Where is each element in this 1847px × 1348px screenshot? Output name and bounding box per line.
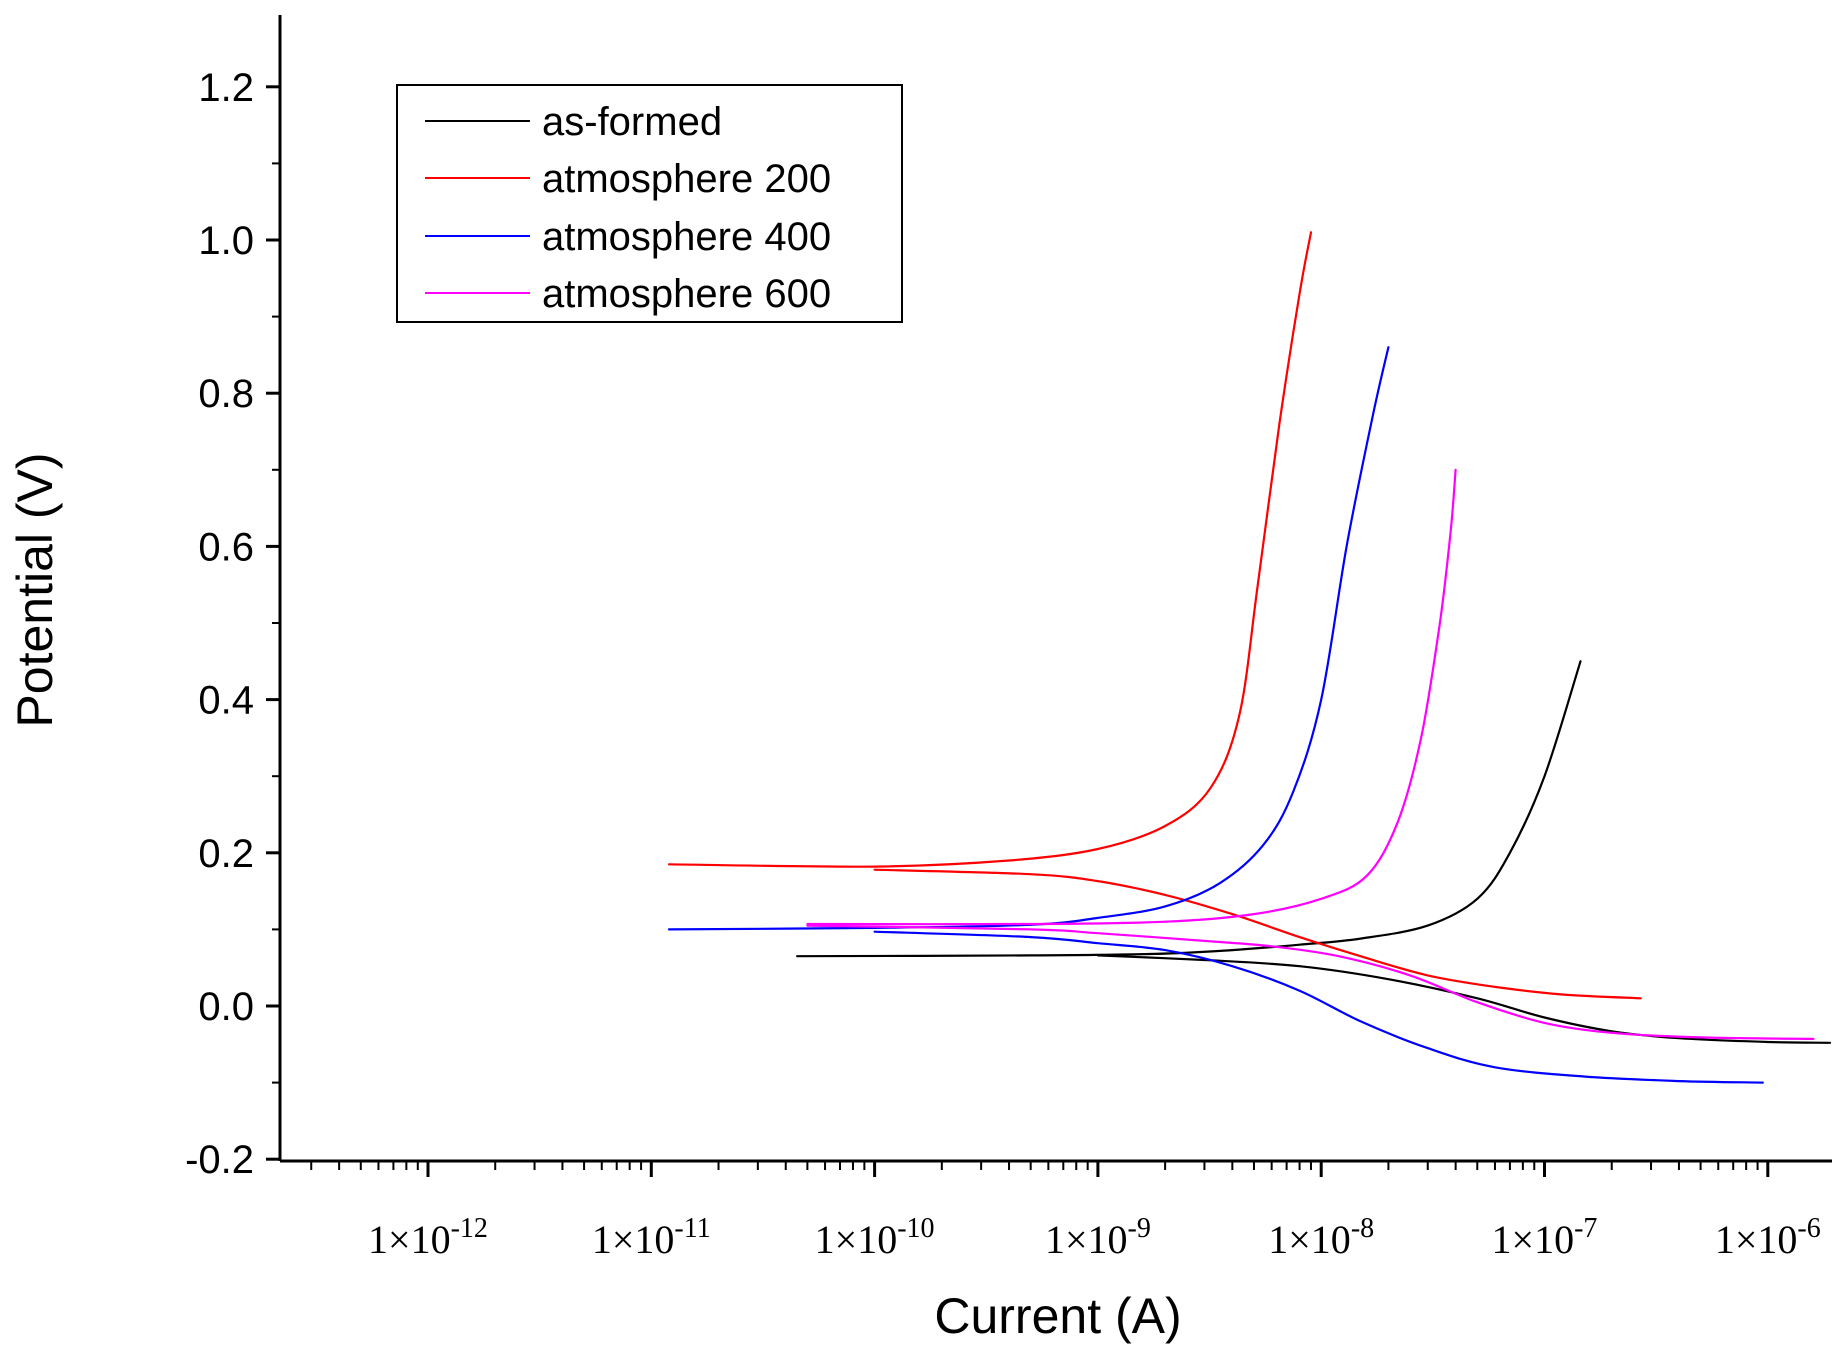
series-line-atmosphere-600-anodic (806, 468, 1457, 926)
y-tick-label: 1.0 (198, 219, 254, 263)
y-tick-label: -0.2 (185, 1138, 254, 1182)
x-tick-label: 1×10-11 (592, 1213, 711, 1262)
y-axis-title: Potential (V) (7, 452, 63, 727)
legend-label-atmosphere-200: atmosphere 200 (542, 157, 831, 201)
y-tick-label: 0.4 (198, 679, 254, 723)
legend-label-atmosphere-600: atmosphere 600 (542, 272, 831, 316)
legend-box (396, 84, 903, 323)
x-tick-label: 1×10-7 (1492, 1213, 1598, 1262)
y-tick-label: 1.2 (198, 66, 254, 110)
y-tick-label: 0.2 (198, 832, 254, 876)
series-line-atmosphere-200-anodic (667, 231, 1313, 868)
legend-label-as-formed: as-formed (542, 100, 722, 144)
x-tick-label: 1×10-6 (1715, 1213, 1821, 1262)
x-tick-label: 1×10-9 (1045, 1213, 1151, 1262)
y-tick-label: 0.0 (198, 985, 254, 1029)
y-tick-label: 0.8 (198, 372, 254, 416)
series-line-atmosphere-400-anodic (667, 346, 1390, 931)
y-ticks: -0.2 0.0 0.2 0.4 0.6 0.8 1.0 1.2 (185, 66, 280, 1182)
series-line-atmosphere-400-cathodic (873, 930, 1764, 1084)
x-tick-label: 1×10-12 (368, 1213, 488, 1262)
x-tick-label: 1×10-8 (1268, 1213, 1374, 1262)
x-ticks: 1×10-12 1×10-11 1×10-10 1×10-9 1×10-8 1×10-7 1… (310, 1161, 1821, 1262)
series-line-as-formed-anodic (796, 660, 1582, 958)
axes (278, 15, 1832, 1163)
legend: as-formed atmosphere 200 atmosphere 400 … (396, 84, 903, 323)
series-line-as-formed-cathodic (1096, 954, 1832, 1044)
series-line-atmosphere-600-cathodic (806, 924, 1815, 1040)
x-tick-label: 1×10-10 (815, 1213, 935, 1262)
y-tick-label: 0.6 (198, 525, 254, 569)
series-lines (667, 231, 1832, 1084)
series-line-atmosphere-200-cathodic (873, 868, 1642, 1000)
x-axis-title: Current (A) (934, 1288, 1181, 1344)
legend-label-atmosphere-400: atmosphere 400 (542, 215, 831, 259)
